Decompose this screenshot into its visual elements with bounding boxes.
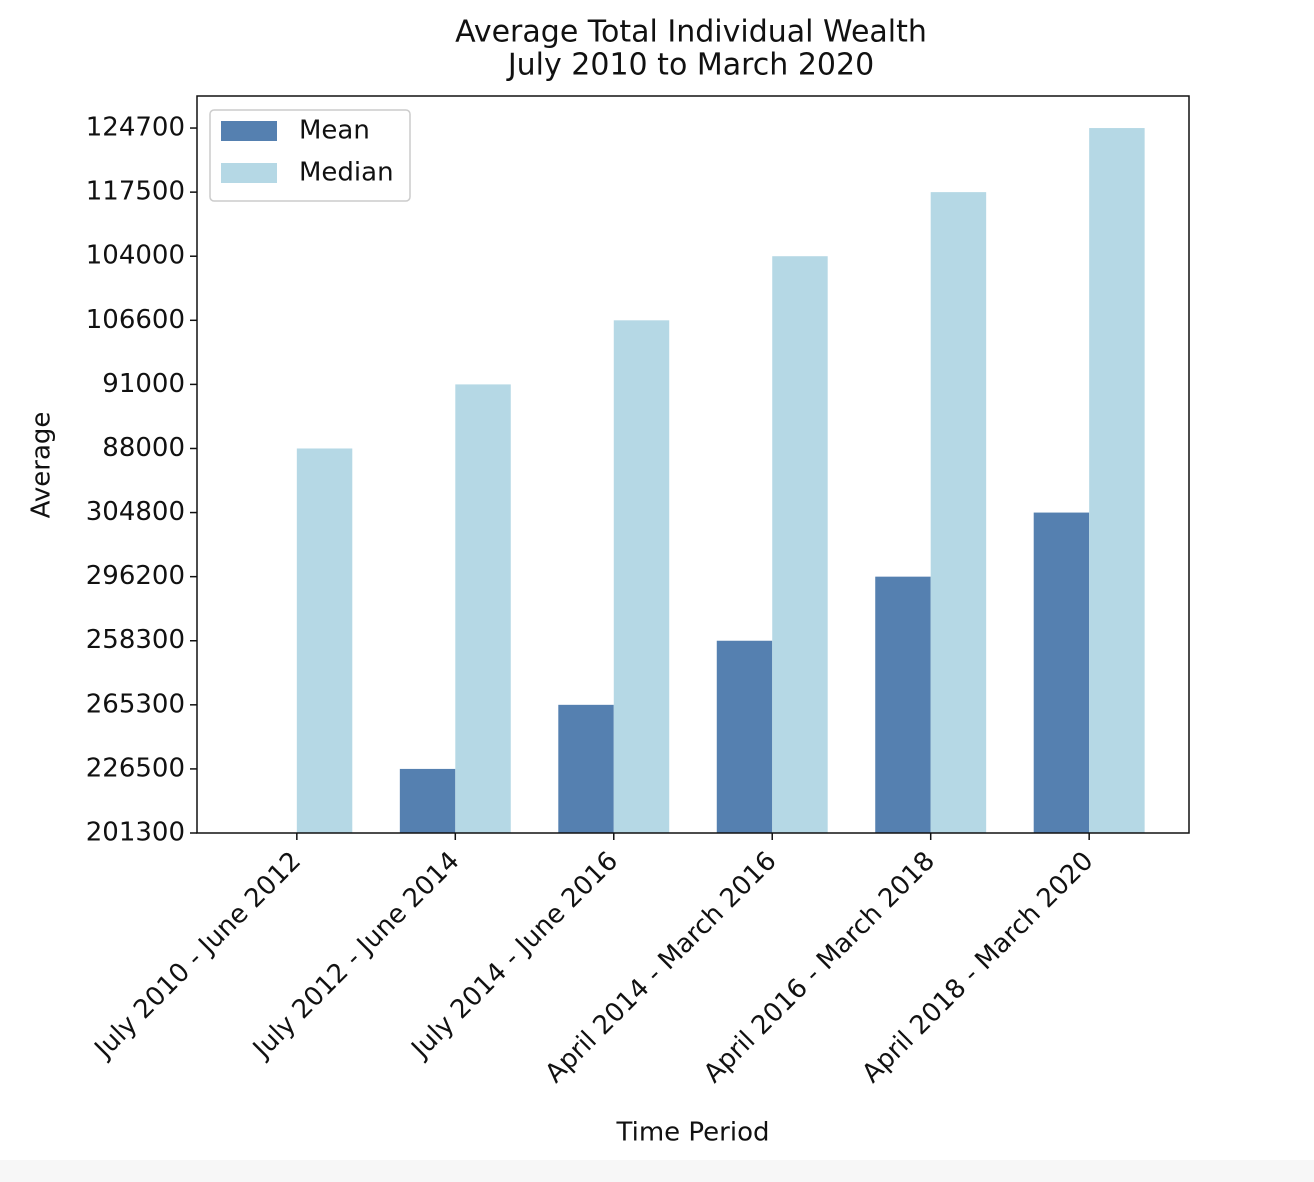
chart-subtitle: July 2010 to March 2020 (506, 48, 874, 83)
y-tick-label: 117500 (86, 177, 185, 207)
legend-swatch (221, 163, 277, 183)
bar (1033, 512, 1090, 833)
y-tick-label: 296200 (86, 561, 185, 591)
legend-label: Median (299, 158, 394, 188)
bar (296, 448, 353, 833)
y-tick-label: 304800 (86, 497, 185, 527)
chart-title: Average Total Individual Wealth (455, 15, 927, 50)
bar (875, 576, 931, 833)
bar (455, 384, 511, 833)
bar (399, 768, 456, 833)
legend-swatch (221, 121, 277, 141)
bar (772, 256, 828, 833)
y-tick-label: 106600 (86, 305, 185, 335)
y-tick-label: 201300 (86, 818, 185, 848)
y-tick-label: 226500 (86, 753, 185, 783)
bar (558, 704, 614, 833)
bar (716, 640, 773, 833)
bar (930, 192, 987, 833)
y-tick-label: 265300 (86, 689, 185, 719)
x-axis-label: Time Period (616, 1118, 770, 1148)
y-tick-label: 104000 (86, 241, 185, 271)
bottom-band (0, 1160, 1314, 1182)
y-tick-label: 91000 (102, 369, 185, 399)
legend-label: Mean (299, 116, 370, 146)
bar (1089, 128, 1145, 834)
y-axis-label: Average (27, 412, 57, 519)
plot-frame (196, 95, 1190, 834)
bar (613, 320, 670, 834)
y-tick-label: 124700 (86, 113, 185, 143)
y-tick-label: 88000 (102, 433, 185, 463)
y-tick-label: 258300 (86, 625, 185, 655)
legend: Mean Median (209, 109, 411, 202)
